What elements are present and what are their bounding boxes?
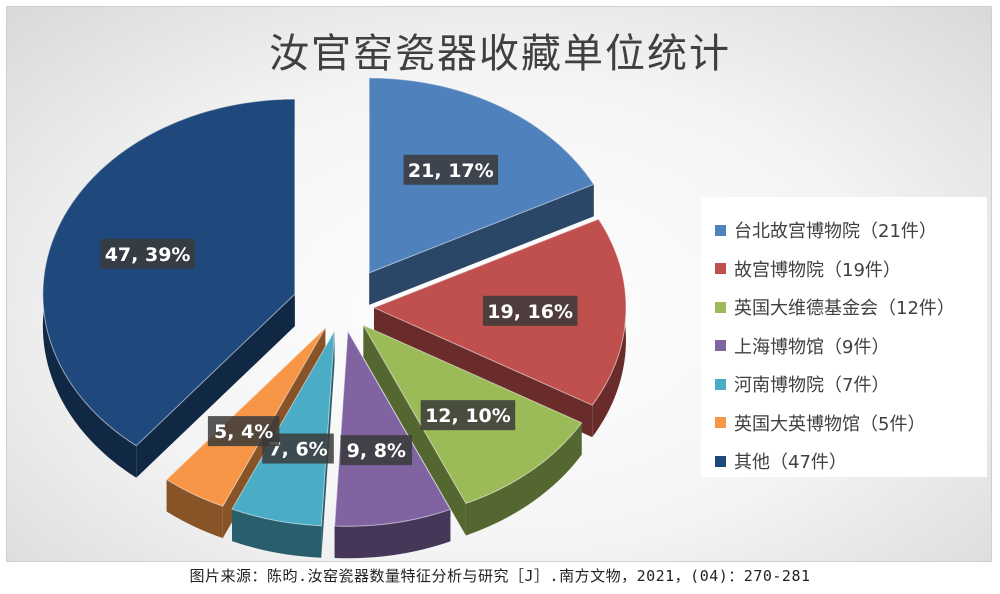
legend-item-1: 台北故宫博物院（21件）	[715, 211, 987, 250]
legend-swatch-7	[715, 455, 726, 467]
data-label-4: 9, 8%	[340, 435, 413, 466]
data-label-text-7: 47, 39%	[105, 244, 191, 266]
data-label-bg-1	[403, 154, 499, 185]
slice-1-wall-2	[369, 184, 594, 305]
legend-item-6: 英国大英博物馆（5件）	[715, 404, 987, 443]
data-label-bg-7	[100, 238, 195, 269]
data-label-3: 12, 10%	[420, 400, 516, 431]
source-note: 图片来源：陈昀.汝窑瓷器数量特征分析与研究［J］.南方文物，2021，(04)：…	[189, 567, 811, 585]
legend-label-3: 英国大维德基金会（12件）	[734, 298, 955, 320]
data-label-1: 21, 17%	[403, 154, 499, 185]
pie-chart: 21, 17% 19, 16% 12, 10% 9, 8% 7, 6%5, 4% 47, …	[42, 77, 627, 559]
data-label-text-1: 21, 17%	[408, 160, 494, 182]
legend-swatch-6	[715, 417, 726, 429]
data-label-text-3: 12, 10%	[425, 405, 511, 427]
slice-7-top	[42, 98, 296, 447]
data-label-text-2: 19, 16%	[487, 301, 573, 323]
slice-4-top	[334, 329, 452, 527]
data-label-7: 47, 39%	[100, 238, 195, 269]
data-label-text-5: 7, 6%	[268, 439, 327, 461]
slice-7-wall-1	[136, 294, 295, 478]
data-label-bg-3	[420, 400, 516, 431]
data-label-bg-4	[340, 435, 413, 466]
pie-data-labels: 21, 17% 19, 16% 12, 10% 9, 8% 7, 6%5, 4% 47, …	[100, 154, 578, 466]
chart-frame: 汝官窑瓷器收藏单位统计 21, 17% 19, 16% 12, 10% 9, 8% 7,…	[6, 6, 992, 562]
legend-swatch-1	[715, 224, 726, 236]
slice-5-side	[232, 509, 322, 558]
legend-item-5: 河南博物院（7件）	[715, 365, 987, 404]
legend-swatch-5	[715, 378, 726, 390]
data-label-text-4: 9, 8%	[347, 440, 406, 462]
legend-swatch-2	[715, 263, 726, 275]
legend-item-4: 上海博物馆（9件）	[715, 327, 987, 366]
legend-item-2: 故宫博物院（19件）	[715, 250, 987, 289]
data-label-6: 5, 4%	[207, 416, 280, 447]
data-label-text-6: 5, 4%	[214, 421, 273, 443]
legend-label-5: 河南博物院（7件）	[734, 375, 890, 397]
legend-label-7: 其他（47件）	[734, 452, 847, 474]
legend-item-7: 其他（47件）	[715, 442, 987, 481]
legend-label-2: 故宫博物院（19件）	[734, 259, 901, 281]
legend-label-1: 台北故宫博物院（21件）	[734, 221, 937, 243]
data-label-2: 19, 16%	[482, 295, 578, 326]
slice-5-top	[231, 330, 336, 527]
legend-swatch-4	[715, 340, 726, 352]
legend: 台北故宫博物院（21件） 故宫博物院（19件） 英国大维德基金会（12件） 上海博物馆…	[701, 197, 987, 477]
legend-label-6: 英国大英博物馆（5件）	[734, 413, 926, 435]
slice-3-side	[465, 422, 582, 536]
slice-3-wall-2	[363, 325, 466, 536]
slice-6-side	[166, 479, 223, 539]
legend-item-3: 英国大维德基金会（12件）	[715, 288, 987, 327]
legend-label-4: 上海博物馆（9件）	[734, 336, 890, 358]
data-label-bg-2	[482, 295, 578, 326]
chart-title: 汝官窑瓷器收藏单位统计	[269, 31, 731, 77]
slice-4-side	[334, 509, 451, 559]
data-label-bg-6	[207, 416, 280, 447]
legend-swatch-3	[715, 301, 726, 313]
